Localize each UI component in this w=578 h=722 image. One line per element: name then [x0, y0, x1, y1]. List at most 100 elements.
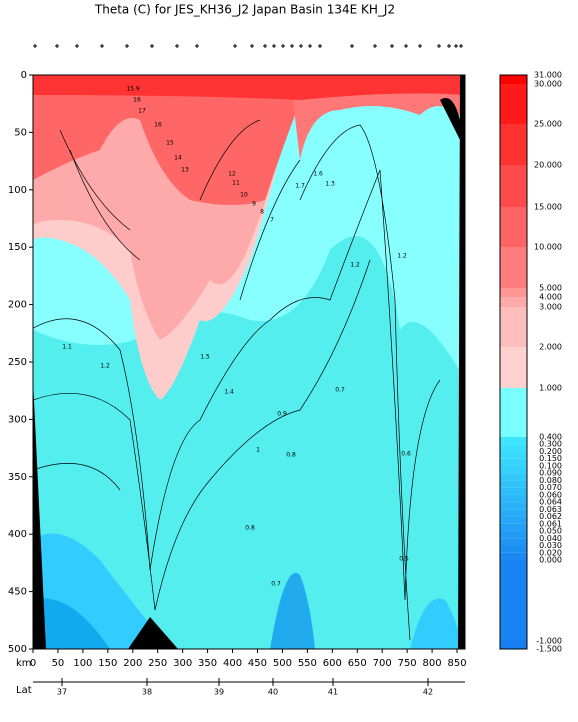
- lat-tick-label: 38: [142, 688, 152, 697]
- colorbar-label: 0.020: [539, 548, 562, 557]
- contour-label: 1.3: [325, 181, 335, 188]
- y-tick-label: 150: [8, 242, 27, 253]
- colorbar-label: 0.200: [539, 447, 562, 456]
- colorbar-label: 3.000: [539, 303, 562, 312]
- station-markers: [33, 44, 463, 48]
- contour-label: 10: [240, 192, 248, 199]
- colorbar-band: [500, 641, 527, 649]
- colorbar-label: 0.100: [539, 461, 562, 470]
- colorbar-band: [500, 347, 527, 388]
- colorbar-label: 0.050: [539, 527, 562, 536]
- colorbar-label: 0.080: [539, 476, 562, 485]
- contour-lines: [33, 119, 441, 641]
- colorbar-label: 0.070: [539, 483, 562, 492]
- field-red: [33, 75, 310, 205]
- x-tick-label: 50: [52, 658, 65, 669]
- colorbar-band: [500, 545, 527, 553]
- colorbar-label: 15.000: [534, 203, 562, 212]
- y-tick-label: 500: [8, 644, 27, 655]
- x-tick-label: 300: [173, 658, 192, 669]
- y-tick-label: 300: [8, 414, 27, 425]
- contour-label: 1.4: [224, 389, 234, 396]
- colorbar-band: [500, 207, 527, 247]
- colorbar-band: [500, 509, 527, 517]
- colorbar-label: 0.064: [539, 498, 562, 507]
- colorbar-band: [500, 473, 527, 481]
- colorbar-band: [500, 494, 527, 503]
- contour-label: 7: [270, 217, 274, 224]
- lat-tick-label: 41: [328, 688, 338, 697]
- colorbar-label: 0.000: [539, 556, 562, 565]
- colorbar-label: 1.000: [539, 384, 562, 393]
- x-tick-label: 350: [198, 658, 217, 669]
- colorbar-label: 0.030: [539, 541, 562, 550]
- lat-tick-label: 39: [214, 688, 224, 697]
- colorbar-band: [500, 487, 527, 495]
- y-tick-label: 250: [8, 357, 27, 368]
- colorbar-band: [500, 451, 527, 459]
- y-tick-label: 0: [21, 70, 27, 81]
- colorbar-band: [500, 502, 527, 510]
- x-tick-label: 0: [30, 658, 36, 669]
- contour-label: 17: [138, 108, 146, 115]
- x-tick-label: 800: [423, 658, 442, 669]
- contour-label: 14: [174, 155, 182, 162]
- contour-label: 16: [133, 97, 141, 104]
- colorbar-label: 0.150: [539, 454, 562, 463]
- x-axis-label: km: [16, 658, 32, 669]
- colorbar-band: [500, 560, 527, 641]
- x-tick-label: 150: [98, 658, 117, 669]
- colorbar-band: [500, 552, 527, 560]
- colorbar-label: 0.061: [539, 519, 562, 528]
- field-red-top: [33, 75, 465, 100]
- colorbar-band: [500, 523, 527, 532]
- colorbar-band: [500, 247, 527, 288]
- x-tick-label: 450: [248, 658, 267, 669]
- section-field: [33, 75, 465, 649]
- contour-label: 8: [260, 209, 264, 216]
- colorbar-label: 4.000: [539, 293, 562, 302]
- field-deep2: [33, 598, 110, 649]
- colorbar-label: 30.000: [534, 80, 562, 89]
- contour-label: 1.1: [62, 344, 72, 351]
- contour-label: 1.6: [313, 171, 323, 178]
- contour-label: 0.7: [335, 387, 345, 394]
- contour-label: 12: [228, 171, 236, 178]
- colorbar-band: [500, 437, 527, 445]
- lat-tick-label: 40: [268, 688, 278, 697]
- colorbar-label: 0.040: [539, 534, 562, 543]
- colorbar-band: [500, 531, 527, 539]
- colorbar-label: 0.060: [539, 490, 562, 499]
- colorbar-label: 0.062: [539, 512, 562, 521]
- colorbar-band: [500, 458, 527, 466]
- colorbar-label: -1.000: [536, 637, 562, 646]
- colorbar-label: -1.500: [536, 645, 562, 654]
- colorbar-label: 0.090: [539, 469, 562, 478]
- colorbar-label: 10.000: [534, 243, 562, 252]
- x-tick-label: 100: [73, 658, 92, 669]
- contour-label: 0.9: [277, 411, 287, 418]
- y-tick-label: 50: [14, 127, 27, 138]
- contour-label: 15.9: [126, 86, 140, 93]
- colorbar-band: [500, 288, 527, 297]
- contour-label: 15: [166, 140, 174, 147]
- contour-label: 0.7: [271, 581, 281, 588]
- colorbar-label: 31.000: [534, 71, 562, 80]
- x-tick-label: 200: [123, 658, 142, 669]
- x-tick-label: 700: [373, 658, 392, 669]
- contour-label: 11: [232, 180, 240, 187]
- contour-label: 1.2: [397, 253, 407, 260]
- contour-label: 0.5: [399, 556, 409, 563]
- lat-tick-label: 37: [57, 688, 67, 697]
- x-tick-label: 500: [273, 658, 292, 669]
- y-tick-label: 400: [8, 529, 27, 540]
- colorbar-band: [500, 297, 527, 307]
- colorbar-band: [500, 465, 527, 474]
- x-tick-label: 850: [447, 658, 466, 669]
- colorbar-label: 25.000: [534, 120, 562, 129]
- x-tick-label: 250: [148, 658, 167, 669]
- colorbar-label: 5.000: [539, 284, 562, 293]
- contour-label: 1.5: [200, 354, 210, 361]
- contour-label: 1.2: [350, 262, 360, 269]
